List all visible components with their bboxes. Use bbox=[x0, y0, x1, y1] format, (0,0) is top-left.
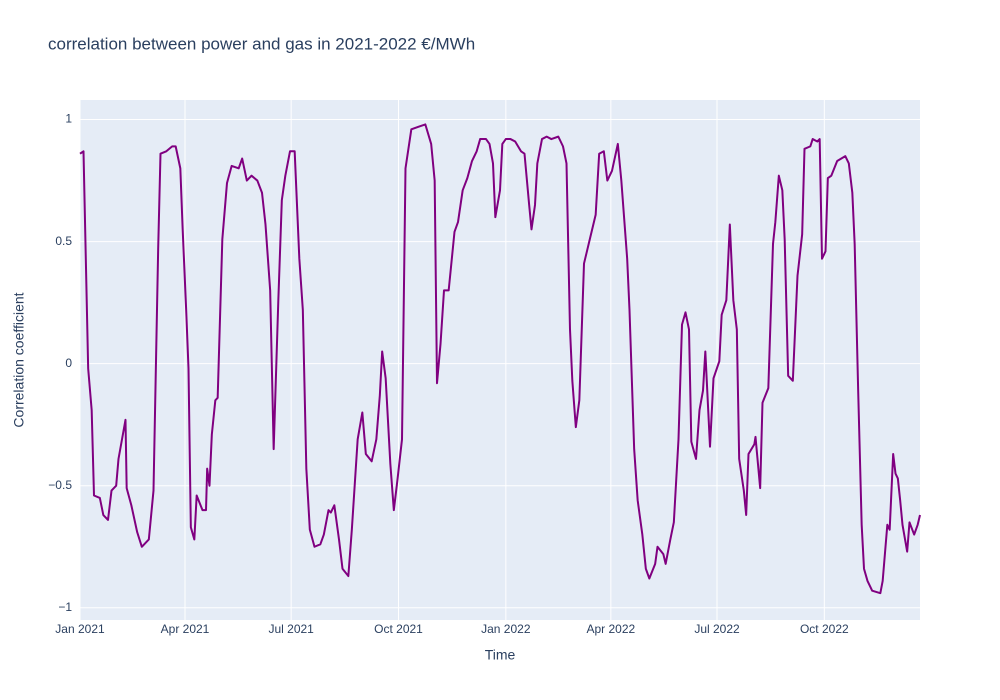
y-tick-label: 1 bbox=[65, 112, 72, 126]
y-tick-label: 0 bbox=[65, 356, 72, 370]
x-axis-title: Time bbox=[485, 647, 516, 663]
y-tick-label: −1 bbox=[58, 600, 72, 614]
x-tick-label: Jan 2022 bbox=[481, 622, 531, 636]
x-tick-label: Jul 2021 bbox=[268, 622, 314, 636]
chart-title: correlation between power and gas in 202… bbox=[48, 34, 475, 53]
x-tick-label: Oct 2021 bbox=[374, 622, 423, 636]
data-line bbox=[79, 123, 921, 595]
y-tick-label: 0.5 bbox=[55, 234, 72, 248]
x-tick-label: Jan 2021 bbox=[55, 622, 105, 636]
x-tick-label: Apr 2021 bbox=[161, 622, 210, 636]
y-axis-title: Correlation coefficient bbox=[11, 292, 27, 427]
x-tick-label: Jul 2022 bbox=[694, 622, 740, 636]
y-tick-label: −0.5 bbox=[48, 478, 72, 492]
x-tick-label: Oct 2022 bbox=[800, 622, 849, 636]
x-tick-label: Apr 2022 bbox=[586, 622, 635, 636]
